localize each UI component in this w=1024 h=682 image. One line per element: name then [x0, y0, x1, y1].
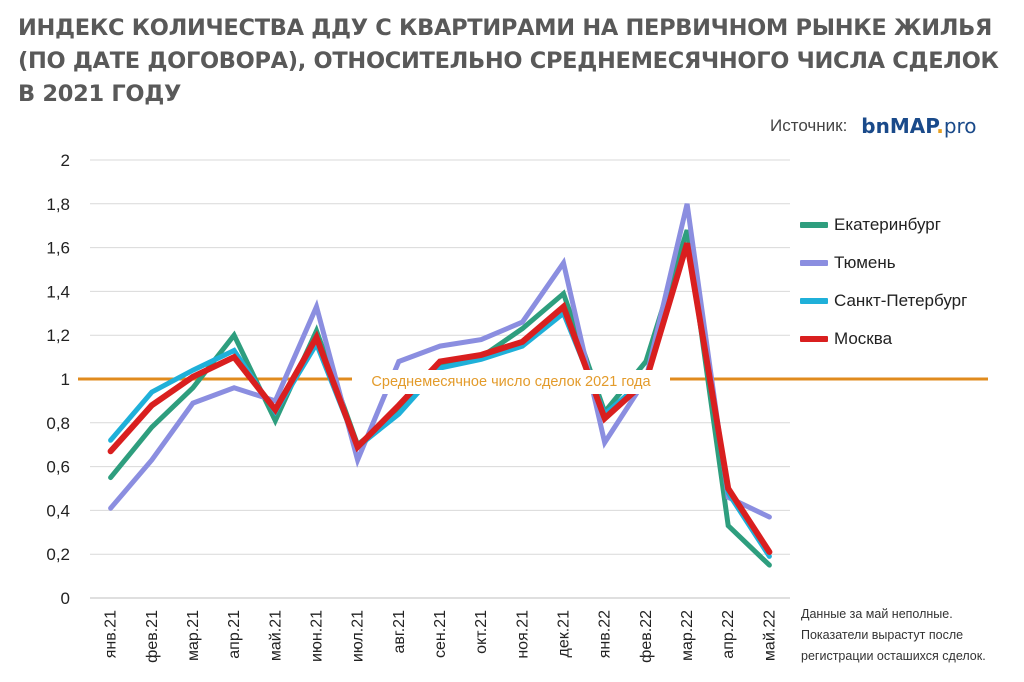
series-line: [107, 242, 773, 555]
x-tick-label: сен.21: [432, 610, 449, 658]
legend-item-moscow: Москва: [800, 320, 967, 358]
y-tick-label: 0,8: [46, 414, 70, 433]
x-tick-label: май.21: [267, 610, 284, 661]
x-tick-label: май.22: [761, 610, 778, 661]
logo-suffix: pro: [943, 114, 977, 138]
chart-title: ИНДЕКС КОЛИЧЕСТВА ДДУ С КВАРТИРАМИ НА ПЕ…: [18, 12, 1008, 111]
legend-item-tyumen: Тюмень: [800, 244, 967, 282]
legend-item-ekaterinburg: Екатеринбург: [800, 206, 967, 244]
y-tick-label: 1,4: [46, 282, 70, 301]
x-tick-label: мар.22: [679, 610, 696, 661]
y-axis: 0 0,2 0,4 0,6 0,8 1 1,2 1,4 1,6 1,8 2: [46, 151, 70, 608]
x-tick-label: янв.21: [103, 610, 120, 658]
source-label: Источник:: [770, 116, 848, 135]
y-tick-label: 0,2: [46, 545, 70, 564]
y-tick-label: 1,2: [46, 326, 70, 345]
reference-line-label: Среднемесячное число сделок 2021 года: [352, 370, 670, 394]
y-tick-label: 1,6: [46, 239, 70, 258]
logo-dot: .: [936, 114, 944, 138]
legend: Екатеринбург Тюмень Санкт-Петербург Моск…: [800, 206, 967, 358]
series-lines: [107, 203, 773, 568]
incomplete-data-note: Данные за май неполные. Показатели вырас…: [801, 604, 986, 667]
y-tick-label: 0: [61, 589, 70, 608]
legend-swatch: [800, 222, 828, 228]
legend-item-saint-petersburg: Санкт-Петербург: [800, 282, 967, 320]
y-tick-label: 1: [61, 370, 70, 389]
logo-main-text: bnMAP: [861, 114, 937, 138]
x-tick-label: фев.21: [144, 610, 161, 663]
bnmap-logo: bnMAP.pro: [861, 114, 976, 138]
series-line: [108, 203, 772, 520]
chart-title-line-2: (ПО ДАТЕ ДОГОВОРА), ОТНОСИТЕЛЬНО СРЕДНЕМ…: [18, 48, 999, 74]
y-tick-label: 0,4: [46, 501, 70, 520]
legend-swatch: [800, 336, 828, 342]
legend-label: Екатеринбург: [834, 215, 941, 234]
x-tick-label: окт.21: [473, 610, 490, 654]
note-line-3: регистрации осташихся сделок.: [801, 649, 986, 663]
legend-label: Тюмень: [834, 253, 896, 272]
note-line-2: Показатели вырастут после: [801, 628, 964, 642]
x-tick-label: июн.21: [308, 610, 325, 662]
source-block: Источник: bnMAP.pro: [770, 114, 977, 138]
legend-swatch: [800, 260, 828, 266]
legend-swatch: [800, 298, 828, 304]
x-tick-label: янв.22: [597, 610, 614, 658]
legend-label: Москва: [834, 329, 893, 348]
x-tick-label: июл.21: [350, 610, 367, 662]
chart-title-line-1: ИНДЕКС КОЛИЧЕСТВА ДДУ С КВАРТИРАМИ НА ПЕ…: [18, 15, 993, 41]
chart-title-line-3: В 2021 ГОДУ: [18, 81, 181, 107]
x-tick-label: фев.22: [638, 610, 655, 663]
y-tick-label: 2: [61, 151, 70, 170]
x-tick-label: мар.21: [185, 610, 202, 661]
legend-label: Санкт-Петербург: [834, 291, 968, 310]
x-tick-label: апр.21: [226, 610, 243, 659]
y-tick-label: 0,6: [46, 458, 70, 477]
x-tick-label: ноя.21: [514, 610, 531, 659]
x-tick-label: дек.21: [556, 610, 573, 658]
x-tick-label: авг.21: [391, 610, 408, 654]
note-line-1: Данные за май неполные.: [801, 607, 953, 621]
x-tick-label: апр.22: [720, 610, 737, 659]
x-axis: янв.21 фев.21 мар.21 апр.21 май.21 июн.21 июл.…: [103, 610, 779, 663]
y-tick-label: 1,8: [46, 195, 70, 214]
